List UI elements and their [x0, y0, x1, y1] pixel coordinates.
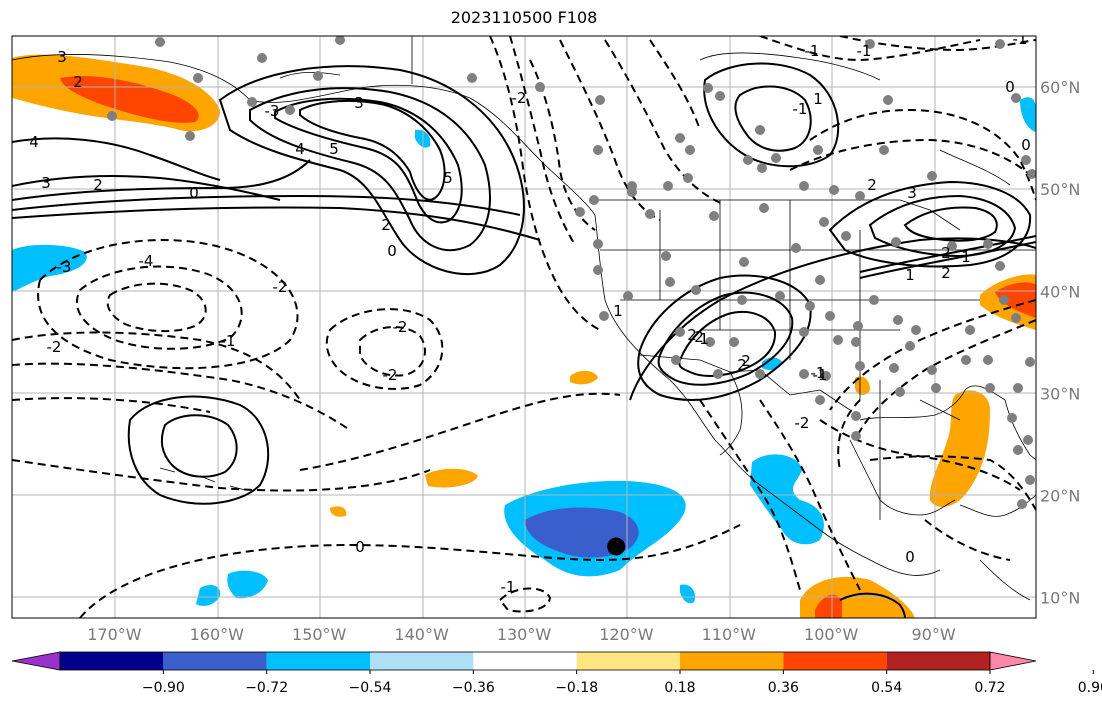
contour-label: 1 [813, 90, 823, 108]
contour-label: -1 [805, 42, 820, 60]
colorbar-tick-label: −0.90 [142, 680, 185, 696]
positive-contours [12, 62, 1036, 618]
contour-label: 5 [329, 140, 339, 158]
colorbar-max-extension [989, 651, 1037, 671]
contour-label: 0 [189, 184, 199, 202]
lon-tick-label: 150°W [292, 625, 347, 644]
contour-label: -2 [795, 414, 810, 432]
contour-label: 0 [1005, 78, 1015, 96]
contour-label: -2 [512, 89, 527, 107]
storm-center-marker [607, 537, 626, 556]
contour-label: 2 [941, 264, 951, 282]
contour-label: 0 [387, 242, 397, 260]
lat-tick-label: 30°N [1040, 384, 1080, 403]
colorbar: −0.90 −0.72 −0.54 −0.36 −0.18 0.18 0.36 0.54 0.7… [11, 651, 1102, 696]
contour-label: 2 [381, 216, 391, 234]
colorbar-segment [60, 652, 164, 670]
lon-tick-label: 110°W [702, 625, 757, 644]
station-markers [107, 36, 1036, 509]
contour-label: -1 [793, 100, 808, 118]
colorbar-segment [886, 652, 990, 670]
colorbar-tick-label: −0.72 [245, 680, 288, 696]
contour-label: 5 [443, 169, 453, 187]
lat-tick-label: 50°N [1040, 180, 1080, 199]
contour-label: -2 [393, 318, 408, 336]
lon-tick-label: 160°W [190, 625, 245, 644]
contour-label: 4 [29, 133, 39, 151]
contour-label: -2 [273, 278, 288, 296]
contour-label: 2 [694, 328, 704, 346]
contour-label: 1 [699, 330, 709, 348]
contour-label: -4 [139, 252, 154, 270]
contour-label: -3 [265, 102, 280, 120]
lon-tick-label: 130°W [497, 625, 552, 644]
lat-tick-label: 10°N [1040, 589, 1080, 608]
contour-label: 2 [737, 356, 747, 374]
longitude-tick-labels: 170°W 160°W 150°W 140°W 130°W 120°W 110°W 100°W… [87, 625, 956, 644]
contour-label: -2 [47, 338, 62, 356]
contour-label: 2 [687, 326, 697, 344]
colorbar-segment [163, 652, 267, 670]
contour-label: -1 [1013, 30, 1028, 48]
contour-label: 2 [93, 176, 103, 194]
contour-label: 3 [907, 184, 917, 202]
lat-tick-label: 20°N [1040, 486, 1080, 505]
colorbar-segment [370, 652, 474, 670]
contour-label: 2 [741, 352, 751, 370]
contour-label: -1 [813, 366, 828, 384]
colorbar-segment [473, 652, 577, 670]
contour-label: -2 [383, 366, 398, 384]
contour-label: -1 [501, 578, 516, 596]
colorbar-segment [266, 652, 370, 670]
colorbar-outline [59, 651, 991, 671]
colorbar-tick-label: 0.90 [1078, 680, 1102, 696]
map-frame [11, 35, 1037, 619]
colorbar-segment [680, 652, 784, 670]
contour-label: 1 [613, 302, 623, 320]
lon-tick-label: 90°W [912, 625, 956, 644]
contour-label: 0 [355, 538, 365, 556]
lon-tick-label: 170°W [87, 625, 142, 644]
map-title: 2023110500 F108 [450, 8, 598, 27]
colorbar-tick-label: −0.36 [452, 680, 495, 696]
lon-tick-label: 120°W [599, 625, 654, 644]
colorbar-tick-label: 0.54 [871, 680, 902, 696]
contour-label: 1 [961, 248, 971, 266]
contour-label: -1 [811, 364, 826, 382]
contour-label: -1 [221, 332, 236, 350]
colorbar-tick-label: −0.54 [349, 680, 392, 696]
contour-label: 3 [354, 94, 364, 112]
contour-label: 1 [905, 266, 915, 284]
colorbar-min-extension [11, 651, 61, 671]
colorbar-segment [576, 652, 680, 670]
latitude-tick-labels: 60°N 50°N 40°N 30°N 20°N 10°N [1040, 78, 1080, 608]
colorbar-tick-label: 0.18 [664, 680, 695, 696]
contour-label: -1 [857, 42, 872, 60]
colorbar-tick-label: 0.72 [974, 680, 1005, 696]
contour-label: 2 [73, 73, 83, 91]
colorbar-tick-label: −0.18 [555, 680, 598, 696]
contour-label: 2 [867, 176, 877, 194]
contour-label: 3 [57, 48, 67, 66]
contour-label: -3 [57, 258, 72, 276]
contour-label: 4 [295, 140, 305, 158]
lat-tick-label: 60°N [1040, 78, 1080, 97]
lon-tick-label: 140°W [394, 625, 449, 644]
contour-label: 0 [905, 548, 915, 566]
colorbar-segment [783, 652, 887, 670]
graticule [12, 36, 1036, 618]
colorbar-tick-label: 0.36 [768, 680, 799, 696]
contour-label: 3 [41, 174, 51, 192]
contour-label: 0 [1021, 136, 1031, 154]
lat-tick-label: 40°N [1040, 282, 1080, 301]
lon-tick-label: 100°W [804, 625, 859, 644]
contour-label: 2 [941, 244, 951, 262]
